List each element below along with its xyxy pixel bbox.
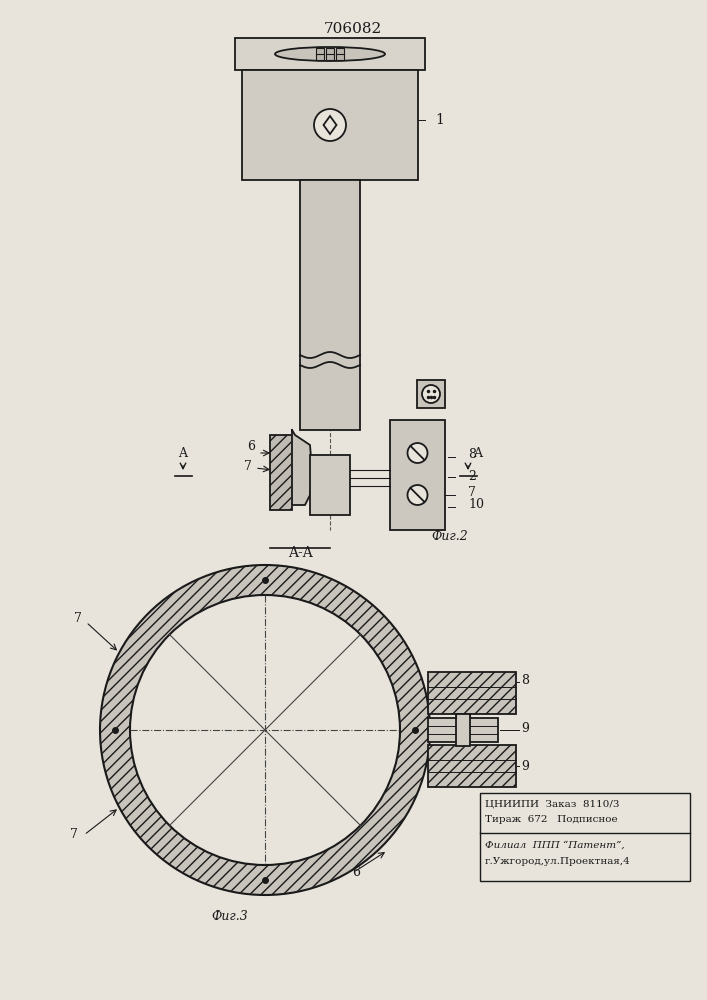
Bar [428,672,516,714]
Text: Фиг.3: Фиг.3 [211,910,248,923]
Bar [326,48,334,60]
Text: 6: 6 [352,865,360,879]
Circle shape [407,443,428,463]
Bar [235,38,425,70]
Text: 7: 7 [74,611,82,624]
Text: Филиал  ППП “Патент”,: Филиал ППП “Патент”, [485,841,624,850]
Bar [300,180,360,430]
Bar [417,380,445,408]
Polygon shape [292,430,312,505]
Text: ЦНИИПИ  Заказ  8110/3: ЦНИИПИ Заказ 8110/3 [485,799,619,808]
Text: 6: 6 [247,440,255,454]
Text: г.Ужгород,ул.Проектная,4: г.Ужгород,ул.Проектная,4 [485,857,631,866]
Bar [428,745,516,787]
Text: A: A [473,447,482,460]
Polygon shape [324,116,337,134]
Circle shape [314,109,346,141]
Text: Фиг.2: Фиг.2 [432,530,468,543]
Text: Тираж  672   Подписное: Тираж 672 Подписное [485,815,618,824]
Ellipse shape [275,47,385,61]
Bar [336,48,344,60]
Text: A-A: A-A [288,546,312,560]
Circle shape [100,565,430,895]
Bar [310,455,350,515]
Text: 7: 7 [244,460,252,474]
Text: 8: 8 [521,674,529,686]
Text: A: A [178,447,187,460]
Text: 10: 10 [468,498,484,512]
Bar [316,48,324,60]
Circle shape [422,385,440,403]
Circle shape [407,485,428,505]
Bar [390,420,445,530]
Text: 706082: 706082 [324,22,382,36]
Text: 7: 7 [468,487,476,499]
Text: 7: 7 [70,828,78,842]
Circle shape [130,595,400,865]
Bar [428,718,498,742]
Bar [456,714,470,746]
Text: 2: 2 [468,471,476,484]
Text: 8: 8 [468,448,476,462]
Bar [270,435,292,510]
Bar [242,70,418,180]
Bar [480,793,690,881]
Text: 9: 9 [521,722,529,734]
Text: 1: 1 [435,113,444,127]
Text: 9: 9 [521,760,529,772]
